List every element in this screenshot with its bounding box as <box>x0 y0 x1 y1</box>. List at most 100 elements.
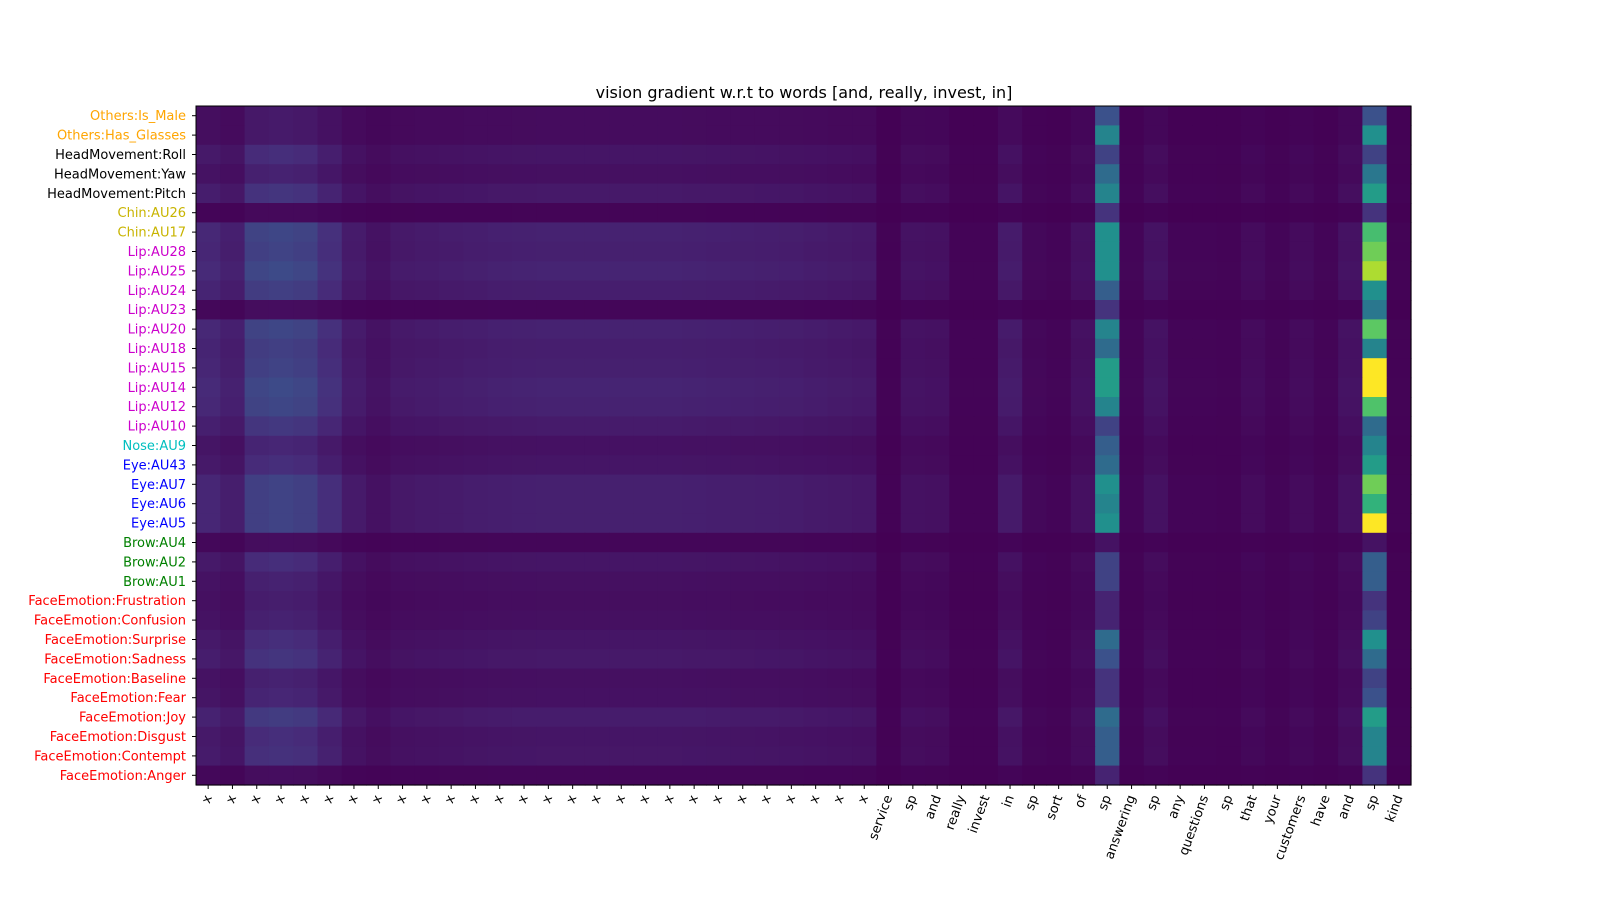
heatmap-cell <box>1216 707 1242 728</box>
heatmap-cell <box>754 106 780 126</box>
x-tick-label: sp <box>1023 793 1042 812</box>
heatmap-cell <box>366 261 391 282</box>
heatmap-cell <box>584 203 610 223</box>
heatmap-cell <box>1168 358 1193 379</box>
heatmap-cell <box>196 397 221 417</box>
heatmap-cell <box>414 222 440 243</box>
heatmap-cell <box>657 280 683 301</box>
heatmap-cell <box>1095 765 1120 786</box>
heatmap-cell <box>827 222 853 243</box>
heatmap-cell <box>1289 629 1315 650</box>
heatmap-cell <box>1119 746 1145 767</box>
heatmap-cell <box>317 435 343 456</box>
heatmap-cell <box>1313 513 1339 534</box>
heatmap-cell <box>487 765 513 786</box>
heatmap-cell <box>827 610 853 631</box>
heatmap-cell <box>463 377 489 398</box>
heatmap-cell <box>633 222 659 243</box>
heatmap-cell <box>487 688 513 708</box>
heatmap-cell <box>268 571 294 592</box>
heatmap-cell <box>341 591 367 611</box>
heatmap-cell <box>536 358 562 379</box>
y-tick-label: FaceEmotion:Surprise <box>45 633 186 648</box>
heatmap-cell <box>973 610 999 631</box>
heatmap-cell <box>1265 319 1291 340</box>
heatmap-cell <box>1289 125 1315 146</box>
heatmap-cell <box>220 241 246 262</box>
heatmap-cell <box>1265 571 1291 592</box>
heatmap-cell <box>511 144 537 165</box>
heatmap-cell <box>730 591 756 611</box>
y-tick-label: FaceEmotion:Baseline <box>43 672 186 687</box>
heatmap-cell <box>876 552 902 573</box>
heatmap-cell <box>754 455 780 476</box>
heatmap-cell <box>560 552 586 573</box>
heatmap-cell <box>1143 397 1169 417</box>
x-tick-label: x <box>199 793 216 806</box>
heatmap-cell <box>1240 629 1266 650</box>
heatmap-cell <box>852 435 877 456</box>
heatmap-cell <box>220 164 246 185</box>
heatmap-cell <box>414 455 440 476</box>
heatmap-cell <box>584 726 610 747</box>
heatmap-cell <box>1168 707 1193 728</box>
heatmap-cell <box>1143 649 1169 670</box>
heatmap-cell <box>268 300 294 320</box>
heatmap-cell <box>293 688 319 708</box>
heatmap-cell <box>1362 144 1388 165</box>
heatmap-cell <box>1192 513 1218 534</box>
heatmap-cell <box>730 222 756 243</box>
heatmap-cell <box>414 261 440 282</box>
heatmap-cell <box>682 319 707 340</box>
heatmap-cell <box>997 164 1023 185</box>
heatmap-cell <box>341 261 367 282</box>
heatmap-cell <box>1338 144 1363 165</box>
heatmap-cell <box>196 474 221 495</box>
x-tick-label: x <box>807 793 824 806</box>
heatmap-cell <box>196 241 221 262</box>
heatmap-cell <box>390 474 416 495</box>
heatmap-cell <box>1338 629 1363 650</box>
heatmap-cell <box>584 222 610 243</box>
heatmap-cell <box>754 649 780 670</box>
heatmap-cell <box>1046 746 1072 767</box>
heatmap-cell <box>1070 494 1096 514</box>
heatmap-cell <box>1022 416 1048 437</box>
heatmap-cell <box>1216 144 1242 165</box>
heatmap-cell <box>706 416 732 437</box>
x-tick-label: x <box>782 793 799 806</box>
heatmap-cell <box>317 125 343 146</box>
heatmap-cell <box>244 435 270 456</box>
heatmap-cell <box>268 707 294 728</box>
heatmap-cell <box>609 591 634 611</box>
heatmap-cell <box>779 416 805 437</box>
heatmap-cell <box>1168 552 1193 573</box>
heatmap-cell <box>852 649 877 670</box>
heatmap-cell <box>949 397 975 417</box>
heatmap-cell <box>997 319 1023 340</box>
heatmap-cell <box>1362 610 1388 631</box>
y-tick-label: FaceEmotion:Contempt <box>34 749 186 764</box>
heatmap-cell <box>293 416 319 437</box>
heatmap-cell <box>1192 397 1218 417</box>
heatmap-cell <box>560 532 586 553</box>
heatmap-cell <box>220 300 246 320</box>
heatmap-cell <box>414 106 440 126</box>
heatmap-cell <box>925 358 950 379</box>
heatmap-cell <box>1216 571 1242 592</box>
heatmap-cell <box>1022 280 1048 301</box>
heatmap-cell <box>827 688 853 708</box>
heatmap-cell <box>317 416 343 437</box>
heatmap-cell <box>390 571 416 592</box>
heatmap-cell <box>1143 416 1169 437</box>
heatmap-cell <box>439 435 464 456</box>
heatmap-cell <box>1022 610 1048 631</box>
heatmap-cell <box>1168 241 1193 262</box>
x-tick-label: x <box>296 793 313 806</box>
heatmap-cell <box>1095 746 1120 767</box>
heatmap-cell <box>1168 222 1193 243</box>
heatmap-cell <box>1070 300 1096 320</box>
heatmap-cell <box>706 649 732 670</box>
heatmap-cell <box>1386 164 1412 185</box>
heatmap-cell <box>220 183 246 204</box>
